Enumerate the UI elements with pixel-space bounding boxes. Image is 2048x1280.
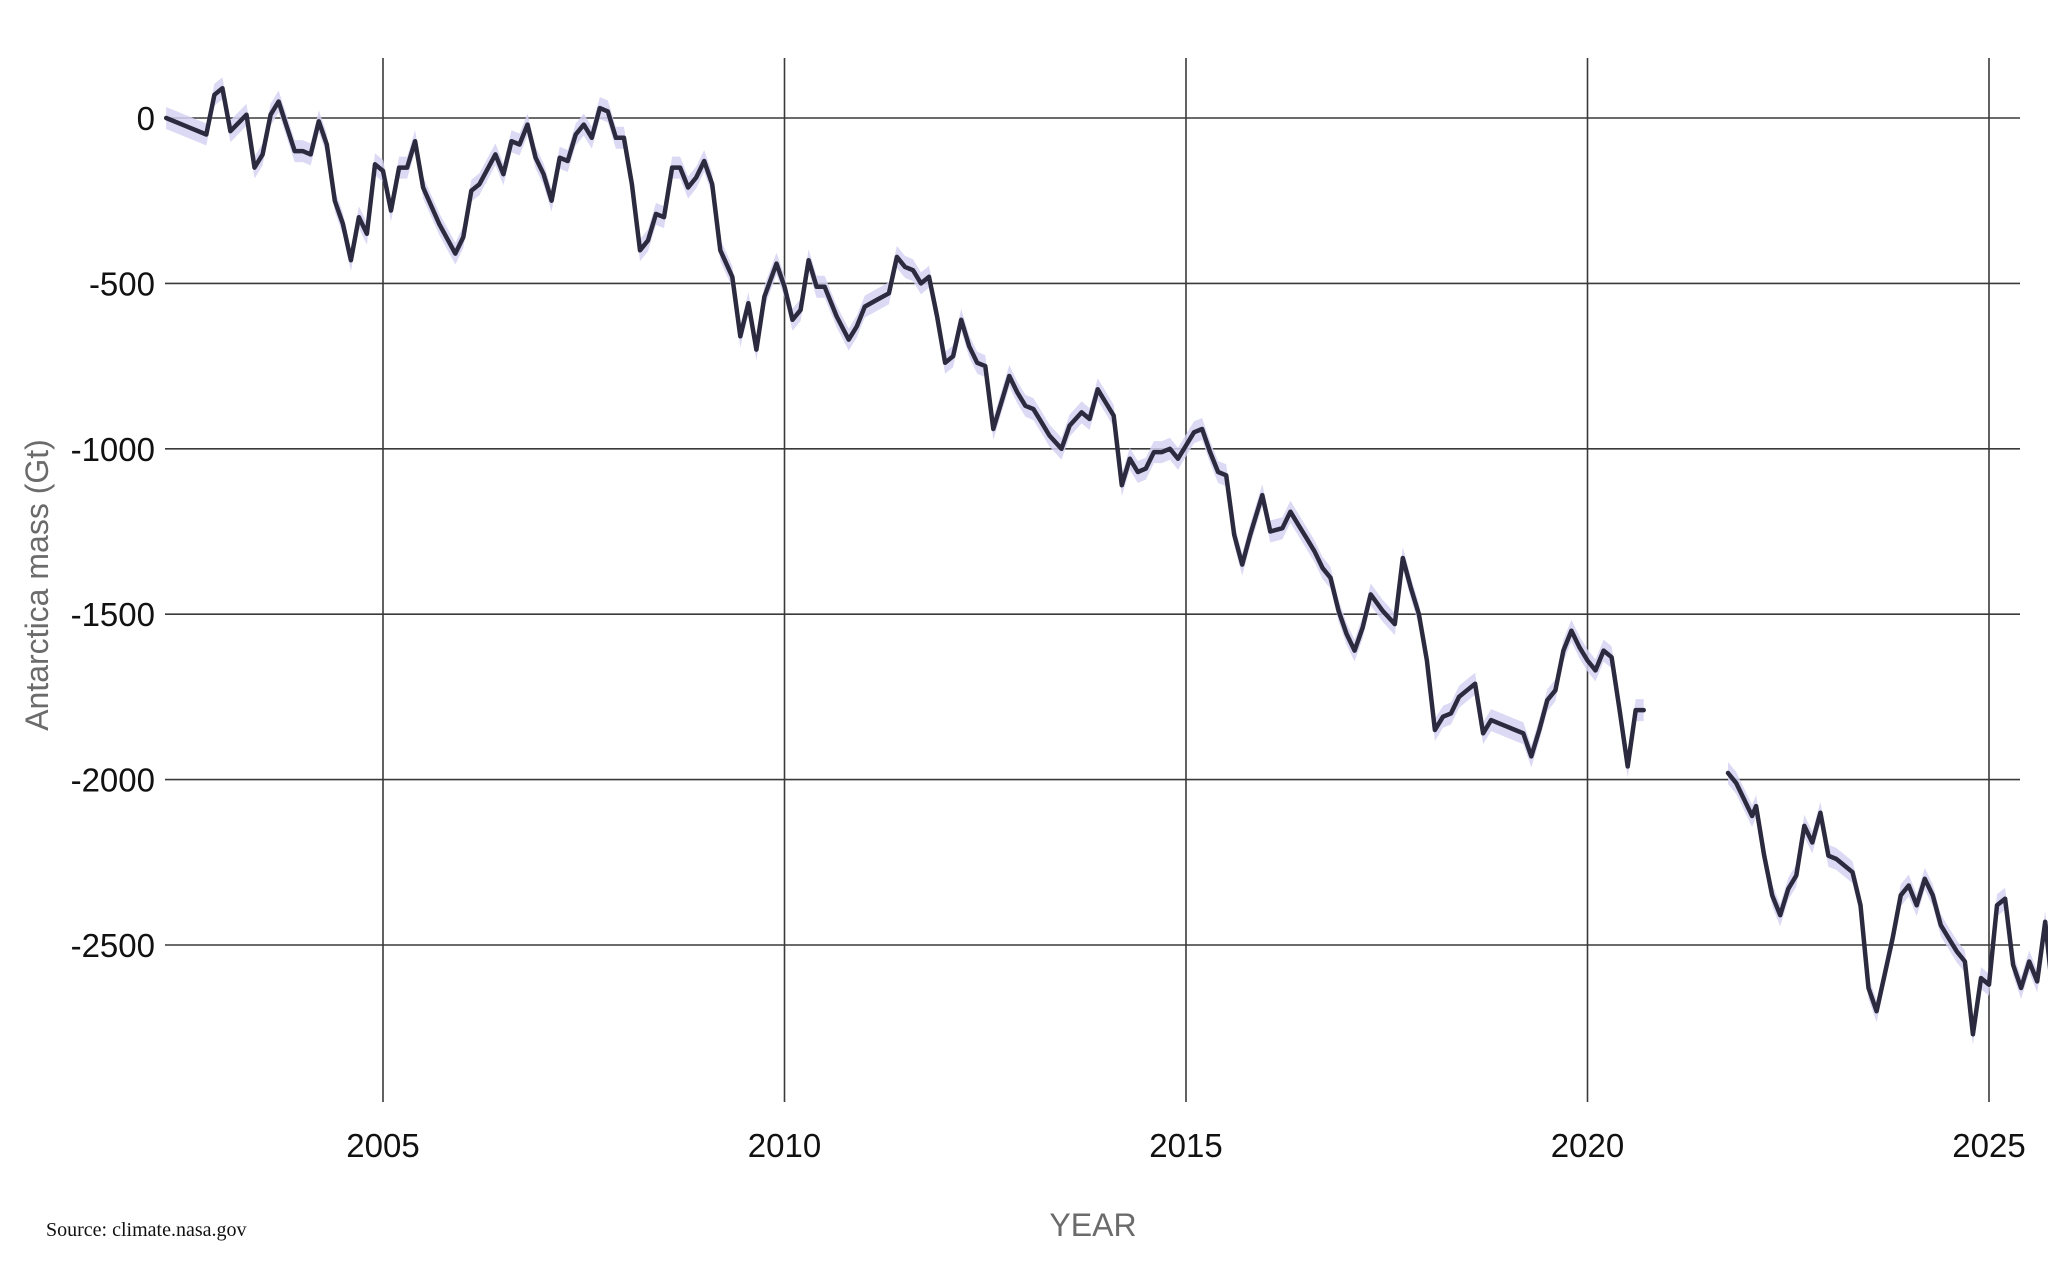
source-note: Source: climate.nasa.gov — [46, 1219, 247, 1241]
x-tick-label: 2005 — [346, 1127, 419, 1164]
series-line-2 — [1725, 770, 2048, 1037]
uncertainty-band-layer — [166, 77, 2048, 1046]
y-tick-label: 0 — [137, 100, 155, 137]
x-tick-label: 2010 — [748, 1127, 821, 1164]
uncertainty-band-1 — [166, 77, 1644, 778]
series-line-1 — [163, 85, 1646, 769]
y-tick-label: -1500 — [71, 596, 155, 633]
y-axis-title: Antarctica mass (Gt) — [19, 439, 55, 731]
y-tick-label: -500 — [89, 265, 155, 302]
grid-lines — [165, 58, 2020, 1102]
series-line-layer — [163, 85, 2048, 1037]
x-axis-title: YEAR — [1049, 1207, 1136, 1243]
y-tick-label: -2000 — [71, 762, 155, 799]
x-tick-label: 2025 — [1952, 1127, 2025, 1164]
tick-labels: 0 -500 -1000 -1500 -2000 -2500 2005 2010 2015 202… — [71, 100, 2026, 1164]
x-tick-label: 2020 — [1551, 1127, 1624, 1164]
y-tick-label: -1000 — [71, 431, 155, 468]
y-tick-label: -2500 — [71, 927, 155, 964]
x-tick-label: 2015 — [1149, 1127, 1222, 1164]
